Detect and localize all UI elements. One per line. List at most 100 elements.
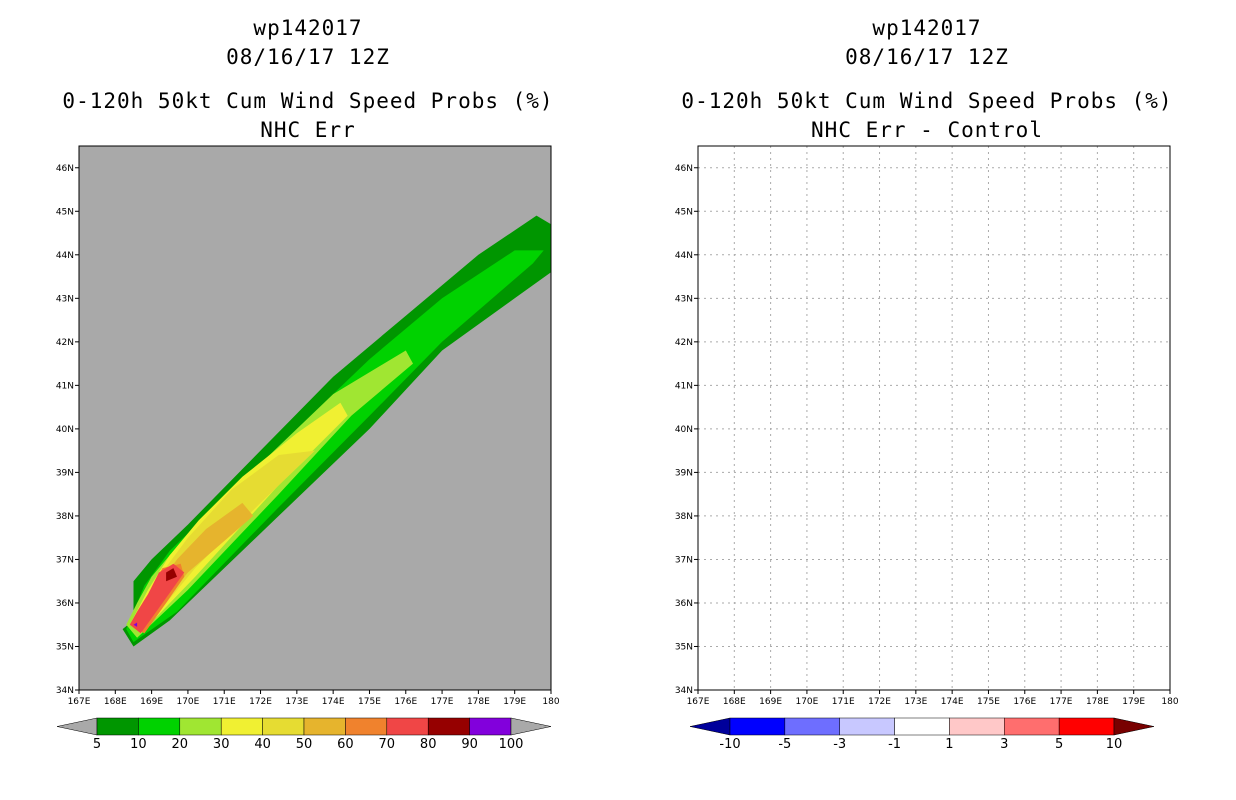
lon-label: 177E <box>431 697 454 707</box>
lon-label: 171E <box>832 697 855 707</box>
lon-label: 173E <box>904 697 927 707</box>
right-product: 0-120h 50kt Cum Wind Speed Probs (%) <box>681 89 1173 113</box>
lat-label: 38N <box>675 512 693 522</box>
lon-label: 172E <box>868 697 891 707</box>
colorbar-swatch <box>386 717 429 736</box>
colorbar-swatch <box>138 717 181 736</box>
left-subtitle: NHC Err <box>260 118 356 142</box>
colorbar-label: 20 <box>172 737 189 752</box>
lon-label: 175E <box>977 697 1000 707</box>
lon-label: 170E <box>795 697 818 707</box>
right-gridlines <box>698 146 1170 690</box>
colorbar-label: 5 <box>1055 737 1063 752</box>
lat-label: 42N <box>675 338 693 348</box>
colorbar-over-arrow <box>1113 717 1155 736</box>
swath-level-70 <box>129 563 185 634</box>
left-datetime: 08/16/17 12Z <box>226 45 390 69</box>
swath-level-90 <box>133 622 138 627</box>
left-product: 0-120h 50kt Cum Wind Speed Probs (%) <box>62 89 554 113</box>
colorbar-label: 10 <box>1106 737 1123 752</box>
right-colorbar: -10 -5 -3 -1 1 3 5 10 <box>689 717 1155 752</box>
lon-label: 169E <box>759 697 782 707</box>
colorbar-swatch <box>1004 717 1060 736</box>
colorbar-label: 50 <box>296 737 313 752</box>
lat-label: 34N <box>675 686 693 696</box>
colorbar-over-arrow <box>510 717 552 736</box>
colorbar-label: 10 <box>130 737 147 752</box>
lon-label: 168E <box>723 697 746 707</box>
probability-swath <box>122 215 551 647</box>
colorbar-swatch <box>262 717 305 736</box>
lat-label: 46N <box>56 164 74 174</box>
colorbar-label: 3 <box>1000 737 1008 752</box>
right-datetime: 08/16/17 12Z <box>845 45 1009 69</box>
right-map-frame <box>697 145 1171 691</box>
colorbar-swatch <box>303 717 346 736</box>
lat-label: 43N <box>675 294 693 304</box>
lon-label: 172E <box>249 697 272 707</box>
lat-label: 44N <box>56 251 74 261</box>
lat-label: 35N <box>56 642 74 652</box>
colorbar-label: -3 <box>833 737 846 752</box>
lat-label: 46N <box>675 164 693 174</box>
lon-label: 168E <box>104 697 127 707</box>
colorbar-swatch <box>729 717 786 736</box>
lat-label: 39N <box>56 468 74 478</box>
lat-label: 40N <box>56 425 74 435</box>
lat-label: 38N <box>56 512 74 522</box>
colorbar-label: 60 <box>337 737 354 752</box>
right-storm-id: wp142017 <box>872 16 982 40</box>
colorbar-label: 90 <box>461 737 478 752</box>
left-storm-id: wp142017 <box>253 16 363 40</box>
colorbar-swatch <box>894 717 950 736</box>
colorbar-swatch <box>839 717 895 736</box>
left-map-panel: 167E 168E 169E 170E 171E 172E 173E 174E 175E 176E… <box>56 145 560 752</box>
colorbar-swatch <box>1058 717 1115 736</box>
colorbar-label: -1 <box>888 737 901 752</box>
lon-label: 170E <box>176 697 199 707</box>
colorbar-under-arrow <box>56 717 98 736</box>
colorbar-label: 100 <box>499 737 524 752</box>
lon-label: 174E <box>322 697 345 707</box>
lon-label: 174E <box>941 697 964 707</box>
colorbar-label: -10 <box>719 737 740 752</box>
right-subtitle: NHC Err - Control <box>811 118 1043 142</box>
colorbar-swatch <box>179 717 222 736</box>
lat-label: 45N <box>56 207 74 217</box>
lon-label: 179E <box>503 697 526 707</box>
right-map-panel: 167E 168E 169E 170E 171E 172E 173E 174E 175E 176E… <box>675 145 1179 752</box>
left-axes: 167E 168E 169E 170E 171E 172E 173E 174E 175E 176E… <box>56 164 560 707</box>
colorbar-under-arrow <box>689 717 731 736</box>
lon-label: 175E <box>358 697 381 707</box>
colorbar-swatch <box>469 717 512 736</box>
lon-label: 167E <box>687 697 710 707</box>
lat-label: 37N <box>56 555 74 565</box>
swath-level-80 <box>166 568 177 582</box>
lat-label: 40N <box>675 425 693 435</box>
left-map-frame <box>78 145 552 691</box>
colorbar-label: 80 <box>420 737 437 752</box>
lat-label: 35N <box>675 642 693 652</box>
lon-label: 173E <box>285 697 308 707</box>
lon-label: 169E <box>140 697 163 707</box>
lat-label: 44N <box>675 251 693 261</box>
colorbar-label: 1 <box>945 737 953 752</box>
lat-label: 42N <box>56 338 74 348</box>
lon-label: 171E <box>213 697 236 707</box>
lon-label: 167E <box>68 697 91 707</box>
colorbar-swatch <box>949 717 1005 736</box>
lon-label: 178E <box>467 697 490 707</box>
colorbar-swatch <box>784 717 840 736</box>
lon-label: 180 <box>1161 697 1178 707</box>
lat-label: 39N <box>675 468 693 478</box>
right-axes: 167E 168E 169E 170E 171E 172E 173E 174E 175E 176E… <box>675 164 1179 707</box>
colorbar-label: 40 <box>254 737 271 752</box>
lat-label: 36N <box>56 599 74 609</box>
lat-label: 34N <box>56 686 74 696</box>
left-colorbar: 5 10 20 30 40 50 60 70 80 90 100 <box>56 717 552 752</box>
colorbar-label: 5 <box>93 737 101 752</box>
lat-label: 43N <box>56 294 74 304</box>
colorbar-label: 70 <box>379 737 396 752</box>
right-map-background <box>698 146 1170 690</box>
